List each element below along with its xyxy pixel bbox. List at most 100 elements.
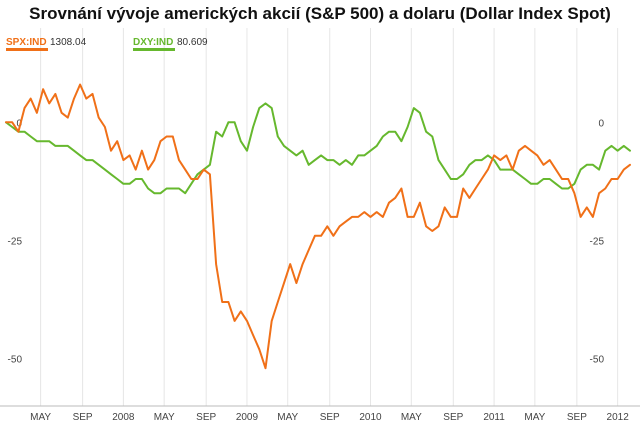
- data-point: [610, 145, 613, 147]
- data-point: [271, 107, 273, 109]
- y-tick-label-right: 0: [598, 118, 604, 129]
- data-point: [339, 225, 341, 227]
- data-point: [462, 187, 464, 190]
- data-point: [48, 140, 50, 142]
- data-point: [524, 145, 526, 147]
- data-point: [42, 140, 44, 142]
- data-point: [524, 178, 526, 180]
- data-point: [629, 150, 631, 152]
- data-point: [116, 178, 118, 180]
- data-point: [425, 131, 427, 133]
- x-tick-label: MAY: [401, 412, 422, 423]
- data-point: [258, 107, 260, 109]
- legend-value-spx: 1308.04: [50, 37, 87, 48]
- data-point: [561, 187, 563, 190]
- data-point: [598, 169, 600, 171]
- data-point: [394, 197, 396, 199]
- data-point: [91, 93, 94, 95]
- data-point: [363, 154, 365, 156]
- x-tick-label: SEP: [443, 412, 463, 423]
- data-point: [30, 98, 32, 100]
- data-point: [277, 301, 279, 303]
- data-point: [209, 173, 211, 175]
- data-point: [388, 202, 390, 204]
- legend-item-spx[interactable]: SPX:IND 1308.04: [6, 37, 87, 51]
- y-tick-label-right: -50: [590, 355, 605, 366]
- x-tick-label: MAY: [277, 412, 298, 423]
- data-point: [431, 135, 433, 138]
- data-point: [419, 112, 421, 114]
- data-point: [332, 235, 334, 237]
- data-point: [456, 178, 458, 180]
- data-point: [369, 150, 372, 152]
- data-point: [518, 150, 520, 152]
- data-point: [468, 164, 470, 166]
- data-point: [153, 159, 155, 161]
- data-point: [444, 169, 446, 171]
- data-point: [549, 178, 551, 180]
- data-point: [11, 126, 13, 128]
- x-axis-labels: MAY SEP 2008 MAY SEP 2009 MAY SEP 2010 MAY SEP 2011…: [30, 412, 629, 423]
- data-point: [277, 135, 279, 138]
- data-point: [573, 183, 576, 185]
- data-point: [481, 178, 483, 180]
- data-point: [190, 178, 192, 180]
- data-point: [73, 98, 75, 100]
- x-tick-label: SEP: [196, 412, 216, 423]
- data-point: [221, 301, 223, 303]
- y-tick-label-left: -50: [8, 355, 23, 366]
- x-tick-label: MAY: [524, 412, 545, 423]
- data-point: [320, 235, 322, 237]
- data-point: [215, 263, 217, 265]
- data-point: [184, 169, 186, 171]
- data-point: [586, 164, 588, 166]
- data-point: [536, 154, 538, 156]
- data-point: [227, 301, 229, 303]
- data-point: [592, 164, 594, 166]
- data-point: [351, 216, 353, 218]
- data-point: [450, 216, 452, 218]
- data-point: [196, 178, 199, 180]
- data-point: [166, 187, 168, 190]
- legend-swatch-spx: [6, 48, 48, 51]
- data-point: [17, 131, 19, 133]
- x-tick-label: 2008: [112, 412, 135, 423]
- data-point: [530, 183, 532, 185]
- data-point: [67, 145, 69, 147]
- data-point: [431, 230, 433, 232]
- data-point: [141, 150, 143, 152]
- data-point: [369, 216, 372, 218]
- legend-symbol-dxy: DXY:IND: [133, 37, 173, 48]
- legend: SPX:IND 1308.04 DXY:IND 80.609: [6, 37, 208, 51]
- data-point: [407, 126, 409, 128]
- data-point: [450, 178, 452, 180]
- data-point: [302, 263, 304, 265]
- x-tick-label: MAY: [154, 412, 175, 423]
- data-point: [252, 126, 254, 128]
- data-point: [36, 140, 38, 142]
- data-point: [98, 164, 100, 166]
- data-point: [314, 235, 316, 237]
- data-point: [48, 102, 50, 104]
- data-point: [23, 131, 26, 133]
- data-point: [308, 249, 310, 251]
- x-tick-label: 2011: [483, 412, 505, 423]
- legend-item-dxy[interactable]: DXY:IND 80.609: [133, 37, 208, 51]
- legend-value-dxy: 80.609: [177, 37, 208, 48]
- data-point: [308, 164, 310, 166]
- data-point: [159, 192, 162, 194]
- data-point: [617, 178, 619, 180]
- x-tick-label: MAY: [30, 412, 51, 423]
- x-tick-label: SEP: [567, 412, 587, 423]
- data-point: [246, 150, 248, 152]
- data-point: [400, 140, 402, 142]
- data-point: [542, 178, 545, 180]
- data-point: [413, 216, 415, 218]
- data-point: [11, 121, 13, 123]
- data-point: [159, 140, 162, 142]
- data-point: [518, 173, 520, 175]
- data-point: [104, 126, 106, 128]
- data-point: [61, 112, 63, 114]
- grid: [40, 28, 619, 406]
- data-point: [129, 183, 131, 185]
